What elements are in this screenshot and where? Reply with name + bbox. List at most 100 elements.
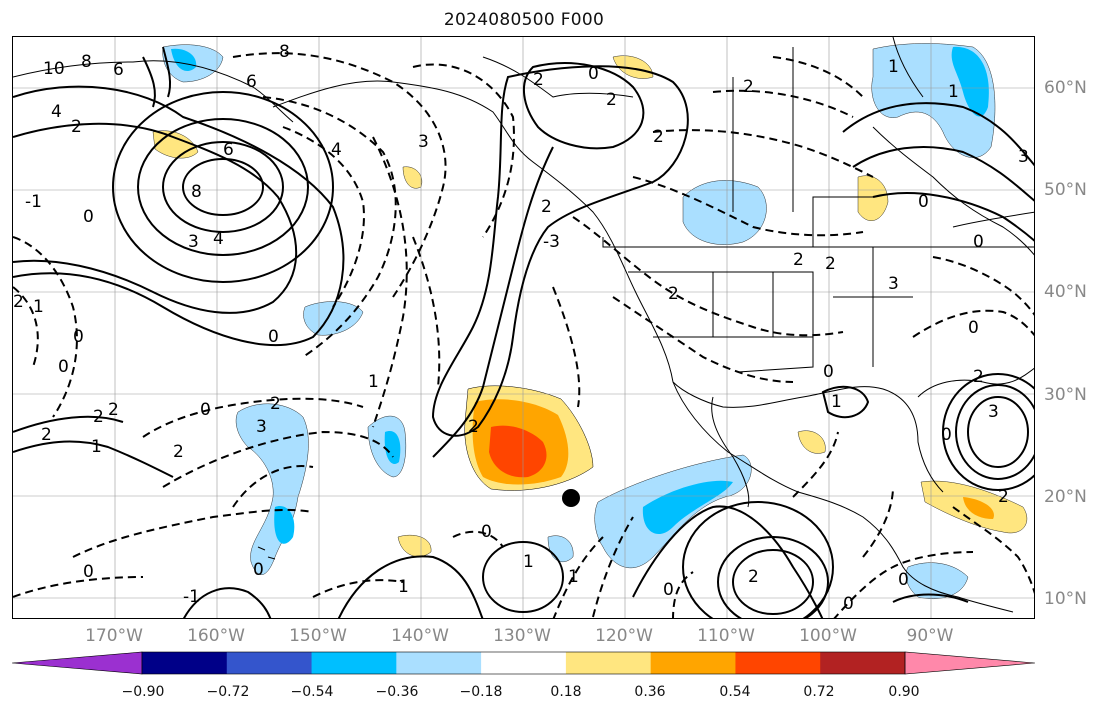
warm-anomaly-6 bbox=[397, 534, 432, 557]
colorbar-segment bbox=[396, 652, 482, 674]
contour-label: 2 bbox=[93, 407, 104, 427]
contour-label: 4 bbox=[331, 140, 342, 160]
contour-label: 3 bbox=[888, 274, 899, 294]
contour-label: 1 bbox=[33, 297, 44, 317]
contour-label: 2 bbox=[825, 254, 836, 274]
cool-anomaly-2 bbox=[235, 403, 309, 575]
contour-label: 1 bbox=[888, 57, 899, 77]
contour-label: 0 bbox=[898, 570, 909, 590]
contour-label: 0 bbox=[823, 362, 834, 382]
contour-label: 3 bbox=[188, 232, 199, 252]
colorbar-segment bbox=[650, 652, 736, 674]
cool-anomaly-3b bbox=[642, 480, 733, 535]
lon-label-100w: 100°W bbox=[799, 626, 857, 646]
contour-label: 6 bbox=[246, 72, 257, 92]
contour-label: 2 bbox=[41, 425, 52, 445]
colorbar-tick: −0.72 bbox=[206, 684, 250, 700]
contour-label: 8 bbox=[191, 182, 202, 202]
contour-label: 2 bbox=[173, 442, 184, 462]
cool-anomaly-6b bbox=[171, 48, 197, 72]
contour-label: 1 bbox=[948, 82, 959, 102]
contour-label: 2 bbox=[748, 567, 759, 587]
contour-labels: 10 8 6 4 2 8 6 4 3 0 -1 8 6 4 0 0 0 2 2 … bbox=[13, 42, 1029, 614]
contour-label: 0 bbox=[663, 580, 674, 600]
colorbar-outline bbox=[141, 651, 906, 675]
lon-label-110w: 110°W bbox=[697, 626, 755, 646]
contour-label: 2 bbox=[653, 127, 664, 147]
cool-anomaly-1b bbox=[384, 431, 401, 464]
contour-label: 1 bbox=[398, 577, 409, 597]
colorbar-segment bbox=[820, 652, 906, 674]
contour-label: 4 bbox=[51, 102, 62, 122]
contour-label: 0 bbox=[918, 192, 929, 212]
position-marker[interactable] bbox=[562, 489, 580, 507]
contour-label: 2 bbox=[998, 487, 1009, 507]
contour-label: -1 bbox=[183, 587, 200, 607]
lat-label-50n: 50°N bbox=[1044, 180, 1087, 200]
contour-label: 4 bbox=[213, 229, 224, 249]
contour-label: 10 bbox=[43, 59, 65, 79]
contour-label: 3 bbox=[1018, 147, 1029, 167]
colorbar-segment bbox=[311, 652, 397, 674]
contour-label: 2 bbox=[71, 117, 82, 137]
contour-label: 2 bbox=[743, 77, 754, 97]
contour-label: 0 bbox=[83, 562, 94, 582]
lon-label-130w: 130°W bbox=[493, 626, 551, 646]
lon-label-170w: 170°W bbox=[85, 626, 143, 646]
lat-label-60n: 60°N bbox=[1044, 78, 1087, 98]
map-panel[interactable]: 10 8 6 4 2 8 6 4 3 0 -1 8 6 4 0 0 0 2 2 … bbox=[12, 36, 1035, 619]
contour-label: 6 bbox=[113, 60, 124, 80]
contour-label: 2 bbox=[668, 284, 679, 304]
contour-label: -3 bbox=[543, 232, 560, 252]
contour-label: 1 bbox=[568, 567, 579, 587]
warm-anomaly-7 bbox=[612, 55, 654, 79]
contour-label: 0 bbox=[83, 207, 94, 227]
warm-anomaly-8 bbox=[402, 166, 423, 189]
contour-label: 0 bbox=[73, 327, 84, 347]
colorbar-segment bbox=[481, 652, 567, 674]
lon-label-90w: 90°W bbox=[906, 626, 954, 646]
contour-label: 3 bbox=[256, 417, 267, 437]
contour-label: 0 bbox=[941, 425, 952, 445]
warm-anomaly-5 bbox=[797, 430, 826, 454]
cool-anomaly-9 bbox=[547, 535, 574, 562]
lon-label-140w: 140°W bbox=[391, 626, 449, 646]
contour-label: 0 bbox=[481, 522, 492, 542]
contour-label: -1 bbox=[25, 192, 42, 212]
contour-label: 8 bbox=[279, 42, 290, 62]
contour-label: 8 bbox=[81, 52, 92, 72]
colorbar-tick: −0.90 bbox=[121, 684, 165, 700]
colorbar-tick: −0.36 bbox=[375, 684, 419, 700]
lat-label-40n: 40°N bbox=[1044, 282, 1087, 302]
contour-label: 2 bbox=[468, 417, 479, 437]
colorbar-segment bbox=[735, 652, 821, 674]
contour-label: 2 bbox=[793, 250, 804, 270]
contour-label: 2 bbox=[108, 400, 119, 420]
lon-label-120w: 120°W bbox=[595, 626, 653, 646]
contour-label: 6 bbox=[223, 140, 234, 160]
contour-label: 1 bbox=[831, 392, 842, 412]
contour-label: 2 bbox=[533, 70, 544, 90]
lat-label-10n: 10°N bbox=[1044, 589, 1087, 609]
warm-anomaly-2b bbox=[963, 497, 994, 519]
colorbar-tick: 0.36 bbox=[634, 684, 666, 700]
contour-label: 0 bbox=[843, 594, 854, 614]
lat-label-30n: 30°N bbox=[1044, 385, 1087, 405]
contour-label: 3 bbox=[988, 402, 999, 422]
lon-label-160w: 160°W bbox=[187, 626, 245, 646]
contour-label: 0 bbox=[588, 64, 599, 84]
colorbar-tick: 0.18 bbox=[550, 684, 582, 700]
contour-label: 0 bbox=[973, 232, 984, 252]
contour-label: 1 bbox=[523, 552, 534, 572]
map-canvas: 10 8 6 4 2 8 6 4 3 0 -1 8 6 4 0 0 0 2 2 … bbox=[13, 37, 1034, 618]
contour-label: 0 bbox=[268, 327, 279, 347]
colorbar-segment bbox=[226, 652, 313, 674]
colorbar-extend-high bbox=[904, 651, 1036, 675]
contour-label: 2 bbox=[541, 197, 552, 217]
cool-anomaly-8 bbox=[905, 562, 969, 599]
contour-label: 0 bbox=[253, 560, 264, 580]
warm-anomaly-4 bbox=[857, 175, 889, 221]
colorbar-tick: 0.72 bbox=[803, 684, 835, 700]
colorbar-tick: 0.90 bbox=[888, 684, 920, 700]
colorbar bbox=[12, 651, 1036, 675]
